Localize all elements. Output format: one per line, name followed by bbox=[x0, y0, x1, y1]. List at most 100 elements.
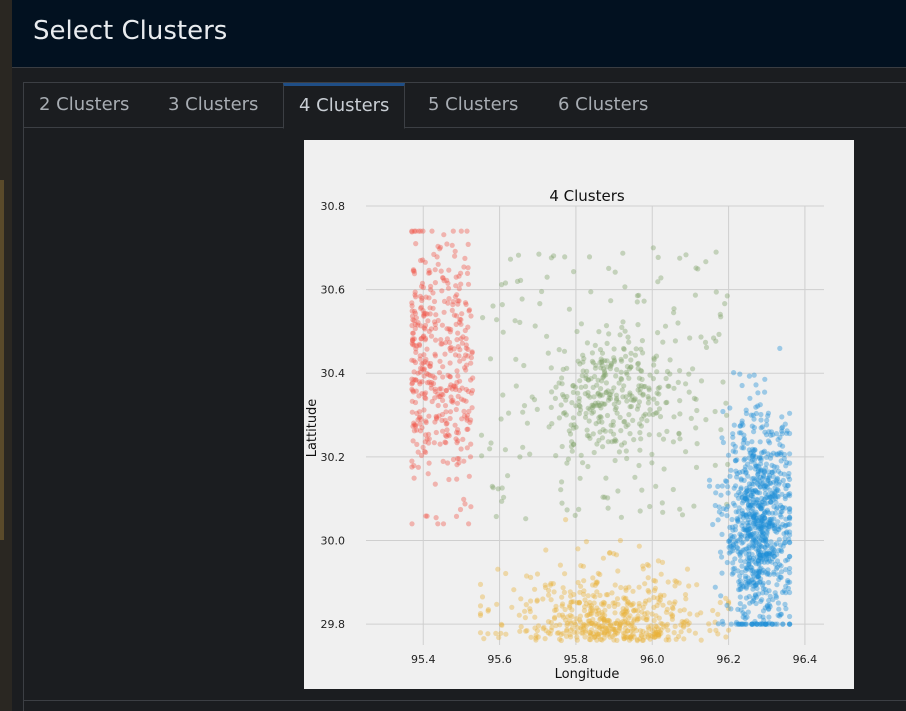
data-point bbox=[780, 621, 786, 627]
data-point bbox=[629, 633, 635, 639]
data-point bbox=[734, 516, 740, 522]
data-point bbox=[752, 462, 758, 468]
tab-5-clusters[interactable]: 5 Clusters bbox=[428, 94, 519, 115]
data-point bbox=[736, 621, 742, 627]
data-point bbox=[560, 392, 566, 398]
data-point bbox=[562, 606, 568, 613]
data-point bbox=[777, 562, 783, 568]
data-point bbox=[749, 439, 755, 445]
data-point bbox=[767, 572, 773, 578]
data-point bbox=[740, 526, 746, 533]
data-point bbox=[750, 412, 756, 418]
data-point bbox=[729, 571, 735, 577]
data-point bbox=[656, 626, 662, 632]
tab-6-clusters[interactable]: 6 Clusters bbox=[558, 94, 649, 115]
data-point bbox=[669, 605, 675, 611]
data-point bbox=[749, 577, 755, 583]
data-point bbox=[601, 617, 607, 623]
data-point bbox=[587, 633, 593, 639]
data-point bbox=[572, 384, 578, 390]
data-point bbox=[426, 436, 432, 442]
data-point bbox=[733, 509, 739, 515]
data-point bbox=[766, 475, 772, 481]
data-point bbox=[448, 398, 455, 404]
tab-4-clusters[interactable]: 4 Clusters bbox=[283, 83, 406, 129]
data-point bbox=[565, 456, 571, 462]
data-point bbox=[711, 335, 717, 341]
data-point bbox=[583, 601, 589, 607]
data-point bbox=[767, 593, 773, 599]
data-point bbox=[771, 522, 777, 528]
data-point bbox=[468, 355, 474, 361]
data-point bbox=[653, 629, 659, 635]
tab-3-clusters[interactable]: 3 Clusters bbox=[168, 94, 259, 115]
data-point bbox=[732, 502, 738, 508]
data-point bbox=[772, 542, 778, 548]
data-point bbox=[585, 463, 591, 470]
data-point bbox=[654, 410, 660, 416]
data-point bbox=[664, 368, 671, 375]
data-point bbox=[747, 395, 753, 401]
data-point bbox=[602, 370, 608, 376]
data-point bbox=[557, 622, 563, 628]
data-point bbox=[619, 442, 625, 448]
data-point bbox=[754, 520, 760, 526]
data-point bbox=[528, 574, 534, 580]
data-point bbox=[787, 565, 793, 572]
data-point bbox=[614, 410, 620, 416]
data-point bbox=[637, 447, 643, 453]
data-point bbox=[572, 512, 578, 518]
data-point bbox=[611, 637, 617, 643]
data-point bbox=[596, 624, 602, 630]
data-point bbox=[746, 560, 752, 566]
x-axis-label: Longitude bbox=[555, 667, 620, 682]
data-point bbox=[423, 432, 429, 438]
data-point bbox=[766, 521, 772, 527]
data-point bbox=[601, 616, 607, 622]
data-point bbox=[738, 558, 744, 564]
data-point bbox=[764, 571, 770, 577]
data-point bbox=[693, 425, 699, 431]
data-point bbox=[751, 478, 757, 484]
data-point bbox=[468, 313, 474, 319]
data-point bbox=[440, 364, 446, 370]
data-point bbox=[629, 602, 635, 608]
data-point bbox=[655, 558, 661, 564]
data-point bbox=[413, 377, 419, 383]
data-point bbox=[431, 440, 437, 446]
data-point bbox=[751, 448, 757, 454]
data-point bbox=[545, 619, 552, 625]
data-point bbox=[433, 325, 439, 331]
data-point bbox=[410, 342, 416, 348]
data-point bbox=[571, 442, 577, 448]
data-point bbox=[785, 557, 791, 563]
data-point bbox=[766, 472, 772, 479]
data-point bbox=[693, 265, 699, 271]
data-point bbox=[624, 455, 630, 462]
data-point bbox=[664, 606, 670, 612]
data-point bbox=[416, 228, 422, 234]
data-point bbox=[646, 411, 652, 417]
data-point bbox=[621, 419, 627, 425]
data-point bbox=[777, 502, 784, 508]
data-point bbox=[765, 413, 771, 419]
tab-2-clusters[interactable]: 2 Clusters bbox=[39, 94, 130, 115]
data-point bbox=[746, 523, 752, 529]
data-point bbox=[535, 634, 541, 640]
data-point bbox=[595, 400, 601, 406]
data-point bbox=[758, 417, 764, 423]
data-point bbox=[458, 396, 465, 402]
data-point bbox=[755, 573, 761, 579]
data-point bbox=[753, 530, 759, 536]
data-point bbox=[623, 423, 629, 429]
data-point bbox=[599, 626, 605, 632]
data-point bbox=[767, 517, 773, 523]
data-point bbox=[724, 478, 730, 485]
data-point bbox=[578, 384, 584, 390]
data-point bbox=[498, 630, 504, 636]
data-point bbox=[606, 603, 612, 609]
data-point bbox=[616, 449, 622, 455]
data-point bbox=[445, 280, 451, 286]
data-point bbox=[586, 611, 593, 617]
data-point bbox=[787, 621, 793, 627]
